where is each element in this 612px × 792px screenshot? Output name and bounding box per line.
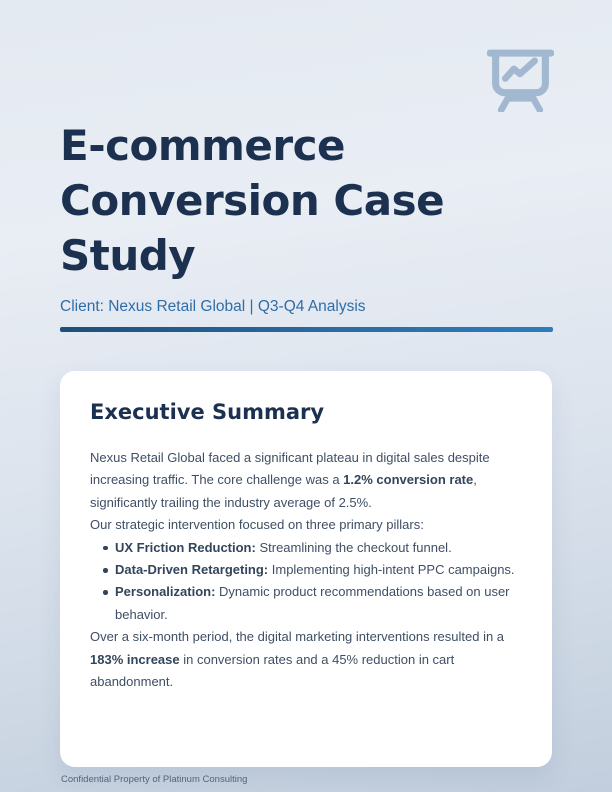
summary-content: Nexus Retail Global faced a significant … (90, 447, 520, 693)
summary-paragraph: Our strategic intervention focused on th… (90, 514, 520, 536)
presentation-chart-icon (487, 49, 554, 112)
summary-text: , significantly trailing the industry av… (90, 472, 477, 510)
confidentiality-footer: Confidential Property of Platinum Consul… (61, 774, 248, 785)
summary-text: Our strategic intervention focused on th… (90, 517, 424, 533)
summary-text: in conversion rates and a 45% reduction … (90, 651, 455, 690)
summary-bold-text: 183% increase (90, 651, 180, 667)
summary-text: Over a six-month period, the digital mar… (90, 629, 505, 645)
summary-paragraph: Over a six-month period, the digital mar… (90, 626, 520, 693)
executive-summary-card: Executive Summary Nexus Retail Global fa… (60, 371, 552, 767)
summary-bullet: Personalization: Dynamic product recomme… (90, 581, 520, 626)
summary-text: Nexus Retail Global faced a significant … (90, 450, 490, 488)
summary-paragraph: Nexus Retail Global faced a significant … (90, 447, 520, 514)
accent-divider (60, 327, 553, 332)
summary-bold-text: 1.2% conversion rate (343, 472, 474, 488)
summary-bullet-list: UX Friction Reduction: Streamlining the … (90, 537, 520, 627)
page-title: E-commerce Conversion Case Study (60, 121, 445, 280)
summary-bold-text: Personalization: (115, 584, 216, 600)
summary-bullet: Data-Driven Retargeting: Implementing hi… (90, 559, 520, 581)
summary-bold-text: UX Friction Reduction: (115, 539, 256, 555)
page-subtitle: Client: Nexus Retail Global | Q3-Q4 Anal… (60, 298, 366, 315)
summary-bold-text: Data-Driven Retargeting: (115, 562, 269, 578)
summary-text: Streamlining the checkout funnel. (255, 539, 452, 555)
summary-bullet: UX Friction Reduction: Streamlining the … (90, 537, 520, 559)
summary-text: Dynamic product recommendations based on… (115, 584, 510, 622)
section-heading: Executive Summary (90, 400, 325, 424)
summary-text: Implementing high-intent PPC campaigns. (268, 562, 515, 578)
